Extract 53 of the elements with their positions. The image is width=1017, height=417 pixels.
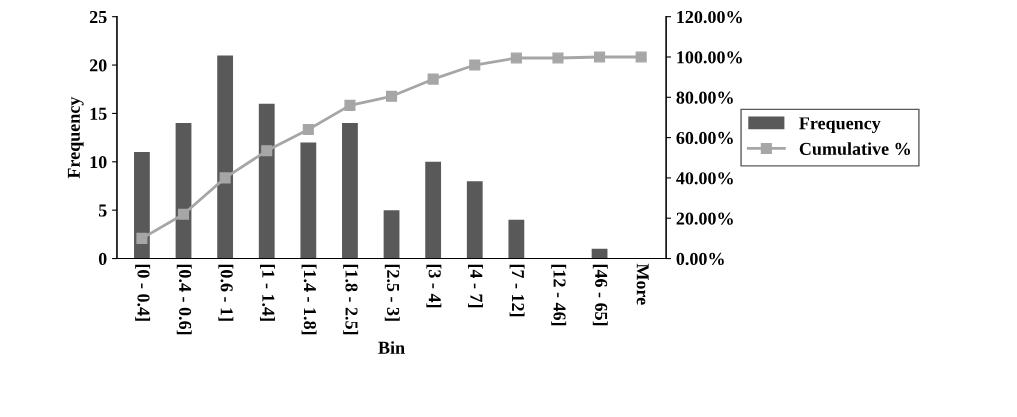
x-tick-label: [2.5 - 3] — [384, 264, 400, 321]
point — [552, 52, 564, 64]
bar — [300, 142, 317, 259]
bar — [217, 55, 234, 259]
point — [219, 172, 231, 184]
point — [136, 232, 148, 244]
y2-tick-label: 100.00% — [677, 51, 742, 64]
x-tick-label: [1.4 - 1.8] — [301, 264, 317, 335]
x-axis-title: Bin — [378, 341, 405, 354]
point — [261, 145, 273, 157]
y2-tick-label: 40.00% — [676, 172, 733, 185]
y-tick-label: 15 — [90, 107, 107, 120]
y-tick-label: 25 — [89, 10, 107, 24]
point — [469, 59, 481, 71]
legend-label: Frequency — [799, 117, 881, 134]
point — [510, 52, 522, 64]
point — [385, 90, 398, 102]
x-tick-label: [1 - 1.4] — [259, 264, 275, 321]
x-tick-label: [12 - 46] — [551, 264, 567, 326]
x-tick-label: [0.4 - 0.6] — [176, 264, 192, 335]
y-axis-title: Frequency — [67, 96, 84, 179]
x-tick-label: [3 - 4] — [426, 264, 442, 308]
bar — [383, 210, 400, 259]
x-tick-label: [4 - 7] — [468, 264, 483, 308]
legend-label: Cumulative % — [799, 142, 910, 156]
point — [594, 51, 606, 63]
y2-tick-label: 60.00% — [676, 131, 733, 145]
point — [427, 73, 439, 85]
bar — [466, 181, 483, 259]
y2-tick-label: 120.00% — [677, 10, 742, 24]
y2-tick-label: 20.00% — [676, 212, 733, 225]
bar — [342, 123, 358, 259]
x-tick-label: [0 - 0.4] — [135, 264, 151, 321]
y2-tick-label: 0.00% — [676, 252, 724, 266]
x-tick-label: [1.8 - 2.5] — [343, 264, 359, 335]
bar — [508, 219, 525, 259]
y-tick-label: 0 — [98, 252, 107, 265]
x-tick-label: [46 - 65] — [592, 264, 608, 326]
point — [635, 51, 647, 63]
y-tick-label: 5 — [98, 204, 107, 217]
point — [302, 123, 314, 136]
point — [177, 208, 190, 220]
x-tick-label: [0.6 - 1] — [218, 264, 234, 321]
x-tick-label: [7 - 12] — [509, 264, 525, 317]
x-tick-label: More — [636, 263, 649, 305]
bar — [258, 103, 275, 259]
bar — [134, 152, 150, 259]
bar — [175, 123, 192, 259]
y-tick-label: 20 — [89, 59, 107, 72]
bar — [425, 161, 442, 259]
point — [344, 99, 356, 111]
y-tick-label: 10 — [90, 156, 107, 169]
y2-tick-label: 80.00% — [676, 91, 733, 104]
